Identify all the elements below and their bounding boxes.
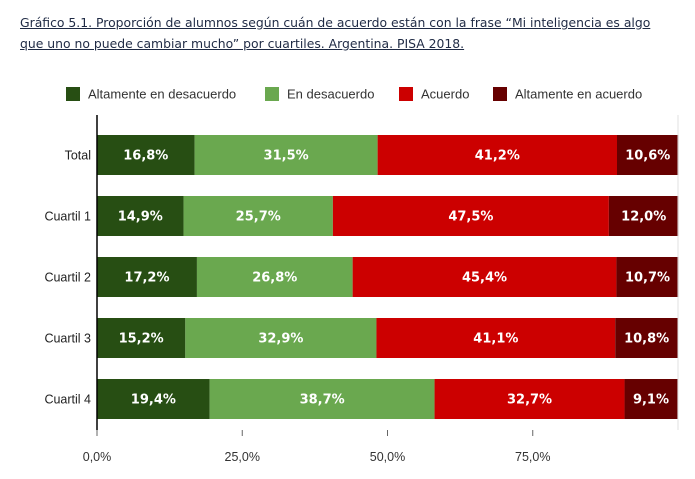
bar-cuartil-1-altamente-en-desacuerdo [97, 196, 184, 236]
x-axis: 0,0% 25,0% 50,0% 75,0% [83, 115, 679, 464]
legend-swatch-altamente-en-desacuerdo [66, 87, 80, 101]
bar-cuartil-4-acuerdo [434, 379, 625, 419]
bar-cuartil-1-acuerdo [332, 196, 609, 236]
category-label-cuartil-2: Cuartil 2 [44, 271, 91, 285]
x-tick-label-2: 50,0% [370, 450, 405, 464]
bar-cuartil-4-en-desacuerdo [209, 379, 435, 419]
legend: Altamente en desacuerdo En desacuerdo Acue… [66, 87, 642, 102]
legend-label-en-desacuerdo: En desacuerdo [287, 87, 374, 102]
chart-title: Gráfico 5.1. Proporción de alumnos según… [20, 15, 651, 51]
bar-total-altamente-en-acuerdo [616, 135, 679, 175]
bar-label-cuartil-3-altamente-en-acuerdo: 10,8% [624, 332, 669, 347]
bar-cuartil-3-altamente-en-acuerdo [615, 318, 678, 358]
bar-label-cuartil-1-altamente-en-desacuerdo: 14,9% [118, 210, 163, 225]
bar-label-cuartil-2-acuerdo: 45,4% [462, 271, 507, 286]
category-label-cuartil-3: Cuartil 3 [44, 332, 91, 346]
bar-cuartil-4-altamente-en-acuerdo [624, 379, 678, 419]
bar-label-cuartil-2-en-desacuerdo: 26,8% [252, 271, 297, 286]
bar-cuartil-1-altamente-en-acuerdo [608, 196, 679, 236]
bar-label-cuartil-3-en-desacuerdo: 32,9% [258, 332, 303, 347]
bar-label-total-altamente-en-acuerdo: 10,6% [625, 149, 670, 164]
legend-label-altamente-en-acuerdo: Altamente en acuerdo [515, 87, 642, 102]
x-tick-label-1: 25,0% [225, 450, 260, 464]
bar-label-cuartil-3-acuerdo: 41,1% [473, 332, 518, 347]
bar-label-total-acuerdo: 41,2% [475, 149, 520, 164]
category-label-total: Total [65, 149, 91, 163]
bar-total-acuerdo [377, 135, 617, 175]
bar-cuartil-2-acuerdo [352, 257, 617, 297]
x-tick-label-3: 75,0% [515, 450, 550, 464]
bar-cuartil-1-en-desacuerdo [183, 196, 333, 236]
bar-label-cuartil-1-altamente-en-acuerdo: 12,0% [621, 210, 666, 225]
bar-label-cuartil-4-altamente-en-desacuerdo: 19,4% [131, 393, 176, 408]
bar-label-cuartil-4-altamente-en-acuerdo: 9,1% [633, 393, 669, 408]
bar-label-cuartil-1-acuerdo: 47,5% [448, 210, 493, 225]
legend-label-altamente-en-desacuerdo: Altamente en desacuerdo [88, 87, 236, 102]
legend-swatch-altamente-en-acuerdo [493, 87, 507, 101]
category-label-cuartil-1: Cuartil 1 [44, 210, 91, 224]
bar-cuartil-2-altamente-en-acuerdo [616, 257, 679, 297]
legend-swatch-en-desacuerdo [265, 87, 279, 101]
category-label-cuartil-4: Cuartil 4 [44, 393, 91, 407]
bar-total-altamente-en-desacuerdo [97, 135, 195, 175]
bar-label-total-altamente-en-desacuerdo: 16,8% [123, 149, 168, 164]
bar-label-cuartil-3-altamente-en-desacuerdo: 15,2% [119, 332, 164, 347]
bar-label-cuartil-2-altamente-en-acuerdo: 10,7% [625, 271, 670, 286]
bar-label-cuartil-4-en-desacuerdo: 38,7% [300, 393, 345, 408]
bar-cuartil-2-altamente-en-desacuerdo [97, 257, 197, 297]
bar-cuartil-3-altamente-en-desacuerdo [97, 318, 186, 358]
bar-total-en-desacuerdo [194, 135, 378, 175]
legend-label-acuerdo: Acuerdo [421, 87, 469, 102]
bar-cuartil-2-en-desacuerdo [196, 257, 353, 297]
legend-swatch-acuerdo [399, 87, 413, 101]
bar-label-cuartil-1-en-desacuerdo: 25,7% [236, 210, 281, 225]
bar-label-cuartil-2-altamente-en-desacuerdo: 17,2% [124, 271, 169, 286]
bar-label-total-en-desacuerdo: 31,5% [264, 149, 309, 164]
x-tick-label-0: 0,0% [83, 450, 112, 464]
bar-cuartil-3-en-desacuerdo [185, 318, 377, 358]
bar-label-cuartil-4-acuerdo: 32,7% [507, 393, 552, 408]
bars: Total 16,8% 31,5% 41,2% 10,6% Cuartil 1 14,9% 2… [44, 135, 679, 419]
bar-cuartil-4-altamente-en-desacuerdo [97, 379, 210, 419]
bar-cuartil-3-acuerdo [376, 318, 616, 358]
